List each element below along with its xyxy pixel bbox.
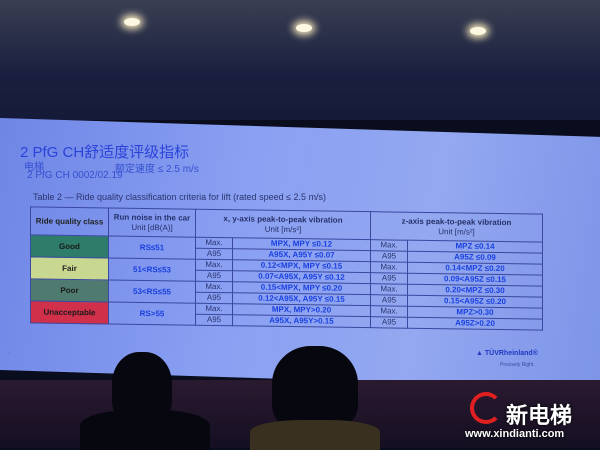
header-xy: x, y-axis peak-to-peak vibration Unit [m/… <box>195 209 371 240</box>
tuv-logo: ▲ TÜVRheinland® <box>476 350 538 357</box>
noise-cell: 53<RS≤55 <box>108 280 196 304</box>
z-max-label: Max. <box>370 305 408 318</box>
watermark-logo <box>470 392 502 424</box>
table-caption: Table 2 — Ride quality classification cr… <box>33 192 327 202</box>
xy-max-label: Max. <box>195 259 233 271</box>
audience-head <box>272 346 358 430</box>
xy-max-label: Max. <box>195 281 233 293</box>
xy-a95-cell: A95X, A95Y>0.15 <box>232 314 371 328</box>
z-a95-label: A95 <box>370 316 408 329</box>
slide-subtitle-right: 额定速度 ≤ 2.5 m/s <box>115 164 199 175</box>
z-a95-label: A95 <box>370 294 408 307</box>
ceiling-light <box>296 24 312 32</box>
tuv-tagline: Precisely Right. <box>500 362 535 368</box>
class-cell: Unacceptable <box>30 300 109 325</box>
slide-footer-page: · <box>8 350 10 356</box>
z-max-label: Max. <box>370 239 408 252</box>
class-cell: Good <box>30 234 109 259</box>
audience-shoulders <box>80 410 210 450</box>
z-max-label: Max. <box>370 261 408 274</box>
noise-cell: RS≤51 <box>108 236 196 260</box>
z-max-label: Max. <box>370 283 408 296</box>
document-code: 2 PfG CH 0002/02.19 <box>27 170 123 181</box>
watermark-name: 新电梯 <box>506 403 573 428</box>
z-a95-cell: A95Z>0.20 <box>407 317 543 331</box>
header-z: z-axis peak-to-peak vibration Unit [m/s²] <box>370 211 543 243</box>
z-a95-label: A95 <box>370 250 408 263</box>
ceiling-light <box>470 27 486 35</box>
z-a95-label: A95 <box>370 272 408 285</box>
xy-max-label: Max. <box>195 237 233 249</box>
noise-cell: 51<RS≤53 <box>108 258 196 282</box>
slide-title: 2 PfG CH舒适度评级指标 <box>20 144 190 161</box>
ceiling <box>0 0 600 120</box>
ceiling-light <box>124 18 140 26</box>
slide-subtitle-left: 电梯 <box>24 162 44 173</box>
xy-a95-label: A95 <box>195 248 233 260</box>
xy-a95-label: A95 <box>195 292 233 304</box>
class-cell: Fair <box>30 256 109 281</box>
watermark-url: www.xindianti.com <box>465 428 565 440</box>
noise-cell: RS>55 <box>108 302 196 326</box>
xy-a95-label: A95 <box>195 270 233 282</box>
ride-quality-table: Ride quality class Run noise in the car U… <box>30 206 543 331</box>
header-noise: Run noise in the car Unit [dB(A)] <box>108 208 196 238</box>
class-cell: Poor <box>30 278 109 303</box>
xy-a95-label: A95 <box>195 314 233 326</box>
xy-max-label: Max. <box>195 303 233 315</box>
header-class: Ride quality class <box>30 206 109 237</box>
audience-shoulders <box>250 420 380 450</box>
